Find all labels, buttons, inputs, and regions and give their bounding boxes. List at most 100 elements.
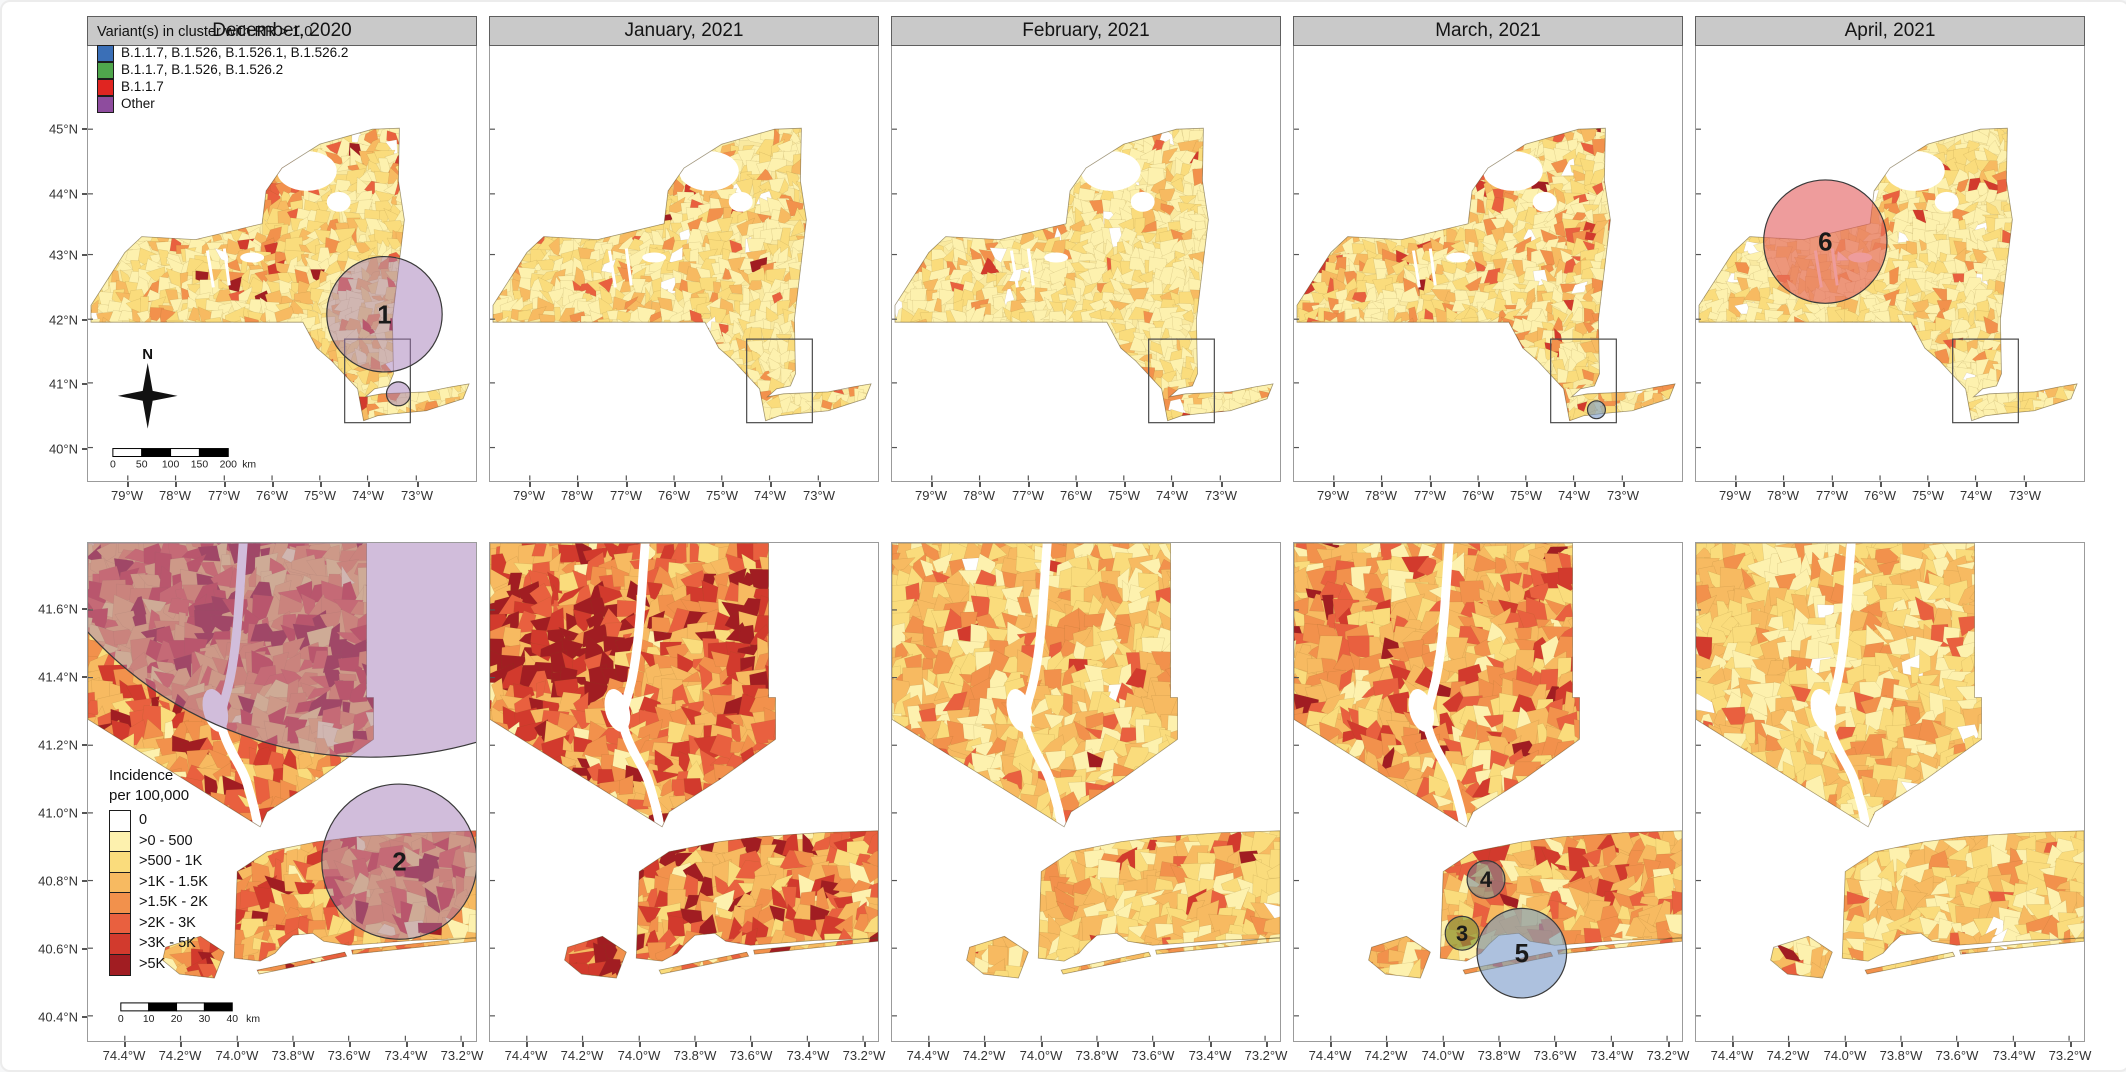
census-tract (136, 182, 151, 195)
census-tract (109, 389, 122, 407)
census-tract (680, 129, 693, 148)
census-tract (609, 337, 626, 357)
census-tract (154, 349, 163, 365)
census-tract (578, 111, 590, 124)
census-tract (1438, 183, 1452, 198)
census-tract (417, 147, 430, 161)
census-tract (617, 391, 638, 407)
census-tract (553, 128, 564, 146)
census-tract (1624, 166, 1640, 173)
census-tract (1375, 199, 1391, 218)
census-tract (558, 149, 577, 166)
census-tract (1052, 211, 1068, 224)
census-tract (823, 308, 833, 321)
compass-rose: N (118, 346, 178, 429)
census-tract (267, 368, 281, 386)
census-tract (249, 163, 266, 174)
census-tract (1210, 419, 1222, 435)
census-tract (688, 411, 699, 426)
census-tract (1666, 173, 1680, 184)
census-tract (1620, 300, 1632, 315)
census-tract (1642, 315, 1659, 320)
census-tract (670, 409, 687, 426)
census-tract (1062, 397, 1076, 413)
census-tract (1270, 110, 1281, 123)
census-tract (932, 348, 950, 363)
y-tick-label: 40°N (49, 442, 78, 457)
census-tract (1004, 129, 1011, 147)
census-tract (577, 347, 592, 363)
census-tract (255, 157, 274, 175)
census-tract (919, 323, 935, 335)
census-tract (424, 414, 445, 427)
census-tract (1301, 118, 1322, 138)
census-tract (942, 381, 958, 395)
census-tract (1130, 370, 1144, 379)
census-tract (538, 409, 558, 427)
census-tract (309, 360, 323, 375)
census-tract (818, 416, 835, 435)
census-tract (891, 221, 904, 231)
census-tract (1248, 369, 1263, 381)
census-tract (1293, 339, 1300, 353)
census-tract (1022, 366, 1035, 384)
scale-bar-unit: km (242, 459, 256, 470)
census-tract (648, 388, 668, 402)
census-tract (1413, 123, 1431, 138)
census-tract (426, 108, 445, 129)
census-tract (1064, 419, 1076, 437)
census-tract (923, 396, 938, 411)
census-tract (1610, 129, 1631, 145)
census-tract (1646, 210, 1661, 227)
census-tract (509, 140, 529, 158)
census-tract (642, 132, 657, 147)
census-tract (1405, 222, 1418, 236)
census-tract (1275, 180, 1281, 195)
census-tract (924, 198, 932, 213)
census-tract (893, 167, 907, 178)
census-tract (464, 237, 477, 257)
census-tract (311, 390, 325, 403)
census-tract (489, 224, 498, 238)
census-tract (868, 169, 879, 187)
census-tract (688, 121, 705, 135)
census-tract (558, 124, 575, 132)
census-tract (126, 153, 139, 166)
census-tract (1297, 333, 1309, 347)
census-tract (627, 348, 643, 363)
census-tract (1401, 172, 1421, 181)
x-tick (1172, 482, 1174, 487)
census-tract (92, 218, 101, 238)
census-tract (1071, 407, 1088, 428)
census-tract (1032, 191, 1045, 200)
census-tract (1262, 130, 1278, 144)
census-tract (1121, 363, 1130, 377)
census-tract (1642, 139, 1661, 159)
census-tract (913, 412, 926, 424)
census-tract (1651, 276, 1668, 297)
census-tract (670, 370, 686, 384)
census-tract (1351, 336, 1368, 353)
census-tract (203, 399, 208, 412)
census-tract (1338, 126, 1350, 138)
census-tract (1334, 351, 1349, 368)
census-tract (836, 318, 857, 335)
census-tract (208, 171, 225, 187)
census-tract (580, 167, 592, 185)
census-tract (580, 332, 595, 347)
census-tract (426, 418, 443, 433)
census-tract (468, 191, 477, 204)
census-tract (828, 188, 844, 205)
census-tract (294, 133, 308, 142)
census-tract (444, 342, 463, 353)
census-tract (1110, 122, 1125, 133)
census-tract (720, 113, 738, 126)
census-tract (140, 166, 155, 178)
x-tick (1124, 482, 1126, 487)
census-tract (1342, 165, 1362, 178)
census-tract (1352, 184, 1373, 198)
x-tick (417, 482, 419, 487)
x-tick-label: 78°W (159, 488, 191, 503)
census-tract (229, 121, 239, 133)
census-tract (1363, 145, 1382, 159)
